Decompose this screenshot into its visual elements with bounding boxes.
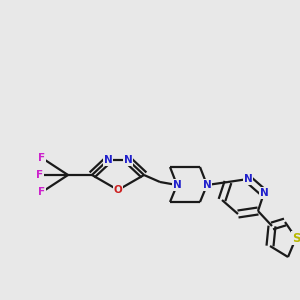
Text: N: N [260, 188, 268, 198]
Text: N: N [244, 174, 252, 184]
Text: N: N [202, 180, 211, 190]
Text: F: F [38, 187, 46, 197]
Text: F: F [36, 170, 43, 180]
Text: N: N [103, 155, 112, 165]
Text: S: S [292, 232, 300, 244]
Text: N: N [172, 180, 182, 190]
Text: F: F [38, 153, 46, 163]
Text: O: O [114, 185, 122, 195]
Text: N: N [124, 155, 132, 165]
